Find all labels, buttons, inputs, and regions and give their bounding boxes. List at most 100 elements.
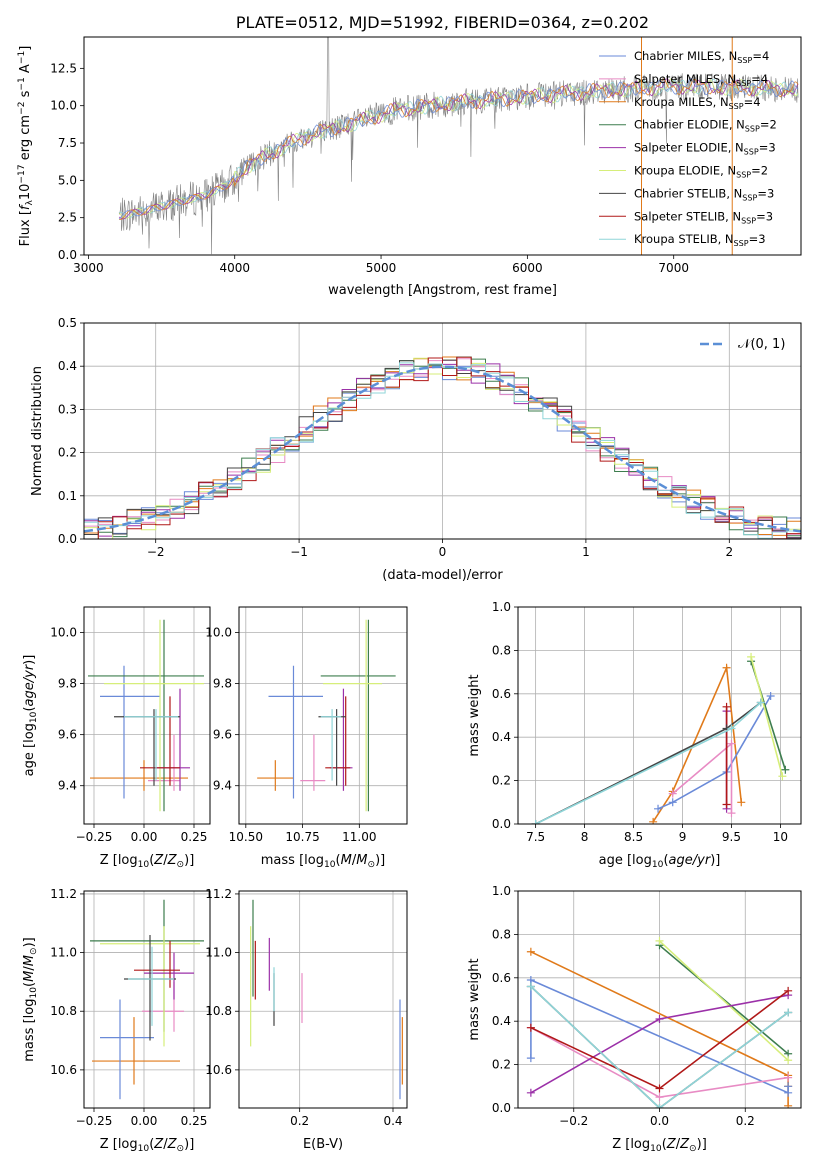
y-tick-label: 9.8 [58,677,77,691]
x-axis-label-part: ( [336,853,341,868]
legend-label-part: Salpeter ELODIE, N [634,141,744,155]
y-tick-label: 2.5 [58,211,77,225]
weight-marker-chabrier_miles [654,804,663,813]
weight-marker-chabrier_miles [668,798,677,807]
legend-label-part: Chabrier MILES, N [634,49,737,63]
legend-label-part: SSP [744,148,759,157]
legend-label-part: =3 [759,141,776,155]
weight-line-kroupa_elodie [750,656,784,777]
weight-marker-salpeter_stelib [722,702,731,711]
x-tick-label: 10 [773,830,788,844]
legend-label: Salpeter STELIB, NSSP=3 [634,209,773,225]
y-tick-label: 7.5 [58,136,77,150]
x-axis-label-part: 10 [324,860,336,870]
weight-marker-kroupa_miles [649,817,658,824]
y-axis-label-part: −1 [17,51,27,64]
legend-label-part: =4 [752,49,769,63]
axes-weight-vs-age: 7.5 8 8.5 9 9.5 10 0.0 0.2 0.4 0.6 0.8 1.0 [492,600,802,844]
y-axis-label-part: ⊙ [29,947,39,955]
x-axis-label: Z [log10(Z/Z⊙)] [100,853,195,870]
x-tick-label: 6000 [512,261,543,275]
weight-marker-chabrier_miles [784,1082,793,1091]
y-tick-label: 1.0 [492,600,511,614]
legend-label-part: =3 [757,186,774,200]
y-axis-label-part: 10 [29,987,39,999]
x-axis-label-part: age [log [599,853,652,868]
y-tick-label: 0.4 [492,730,511,744]
y-tick-label: 0.1 [58,489,77,503]
weight-marker-kroupa_miles [722,663,731,672]
legend-label-part: Salpeter STELIB, N [634,209,741,223]
y-tick-label: 12.5 [50,61,77,75]
legend-label-part: SSP [742,193,757,202]
x-axis-label-part: / [163,853,168,868]
y-axis-label-part: f [18,203,33,210]
y-axis-label-part: −17 [17,164,27,183]
y-axis-label: mass weight [467,674,482,756]
x-tick-label: 0.00 [131,830,158,844]
legend-label-part: SSP [729,102,744,111]
y-axis-label-part: age/yr [22,663,37,706]
weight-marker-kroupa_stelib [655,1104,664,1108]
legend-label-part: =4 [744,95,761,109]
y-tick-label: 9.6 [213,728,232,742]
x-tick-label: 7.5 [526,830,545,844]
weight-marker-kroupa_miles [737,798,746,807]
weight-line-kroupa_stelib [530,985,789,1108]
y-axis-label-part: M [22,955,37,966]
weight-marker-salpeter_stelib [722,800,731,809]
x-axis-label-part: / [163,1137,168,1152]
legend-label-part: =3 [749,232,766,246]
x-axis-label-part: Z [log [100,1137,138,1152]
x-axis-label: Z [log10(Z/Z⊙)] [100,1137,195,1154]
x-tick-label: 3000 [73,261,104,275]
x-axis-label-part: Z [679,1137,690,1152]
x-tick-label: 10.50 [229,830,263,844]
x-tick-label: 0 [439,545,447,559]
x-axis-label-part: )] [710,853,720,868]
x-axis-label-part: Z [153,853,164,868]
x-axis-label: age [log10(age/yr)] [599,853,721,870]
legend-label-part: Salpeter MILES, N [634,72,736,86]
x-axis-label-part: Z [167,1137,178,1152]
residual-histogram-kroupa_stelib [84,362,801,539]
y-axis-label-part: 10 [18,184,33,201]
y-tick-label: 11.2 [50,887,77,901]
x-tick-label: 1 [582,545,590,559]
model-spectrum-kroupa_stelib [119,78,799,218]
weight-line-salpeter_miles [672,741,733,814]
y-tick-label: 9.6 [58,728,77,742]
x-axis-label-part: / [676,1137,681,1152]
normal-curve [84,365,801,533]
x-tick-label: 9 [679,830,687,844]
legend-label: Salpeter ELODIE, NSSP=3 [634,141,776,157]
plot-area-spectrum [118,37,799,255]
x-axis-label-part: ⊙ [177,860,185,870]
legend-label-part: SSP [736,171,751,180]
legend-label-part: SSP [736,79,751,88]
y-axis-label-part: )] [22,655,37,665]
x-axis-label-part: ( [149,1137,154,1152]
y-axis-label-part: s [18,90,33,101]
weight-marker-kroupa_miles [526,947,535,956]
weight-marker-kroupa_miles [784,1101,793,1108]
x-axis-label-part: )] [184,853,194,868]
legend-label: Kroupa ELODIE, NSSP=2 [634,164,768,180]
y-axis-label: Normed distribution [30,366,45,496]
y-axis-label-part: λ [25,200,35,206]
y-tick-label: 0.0 [492,817,511,831]
axes-mass-vs-Z: −0.25 0.00 0.25 10.6 10.8 11.0 11.2 [50,887,211,1128]
x-axis-label-part: Z [167,853,178,868]
axes-frame [83,606,211,825]
legend-label: Chabrier MILES, NSSP=4 [634,49,769,65]
plot-area-residuals [84,323,801,539]
y-axis-label: mass weight [467,958,482,1040]
model-spectrum-salpeter_elodie [118,78,799,220]
x-tick-label: 2 [725,545,733,559]
y-tick-label: 0.6 [492,687,511,701]
x-axis-label-part: 10 [138,860,150,870]
y-tick-label: 1.0 [492,884,511,898]
x-axis-label-part: mass [log [261,853,324,868]
legend-label-part: SSP [745,125,760,134]
